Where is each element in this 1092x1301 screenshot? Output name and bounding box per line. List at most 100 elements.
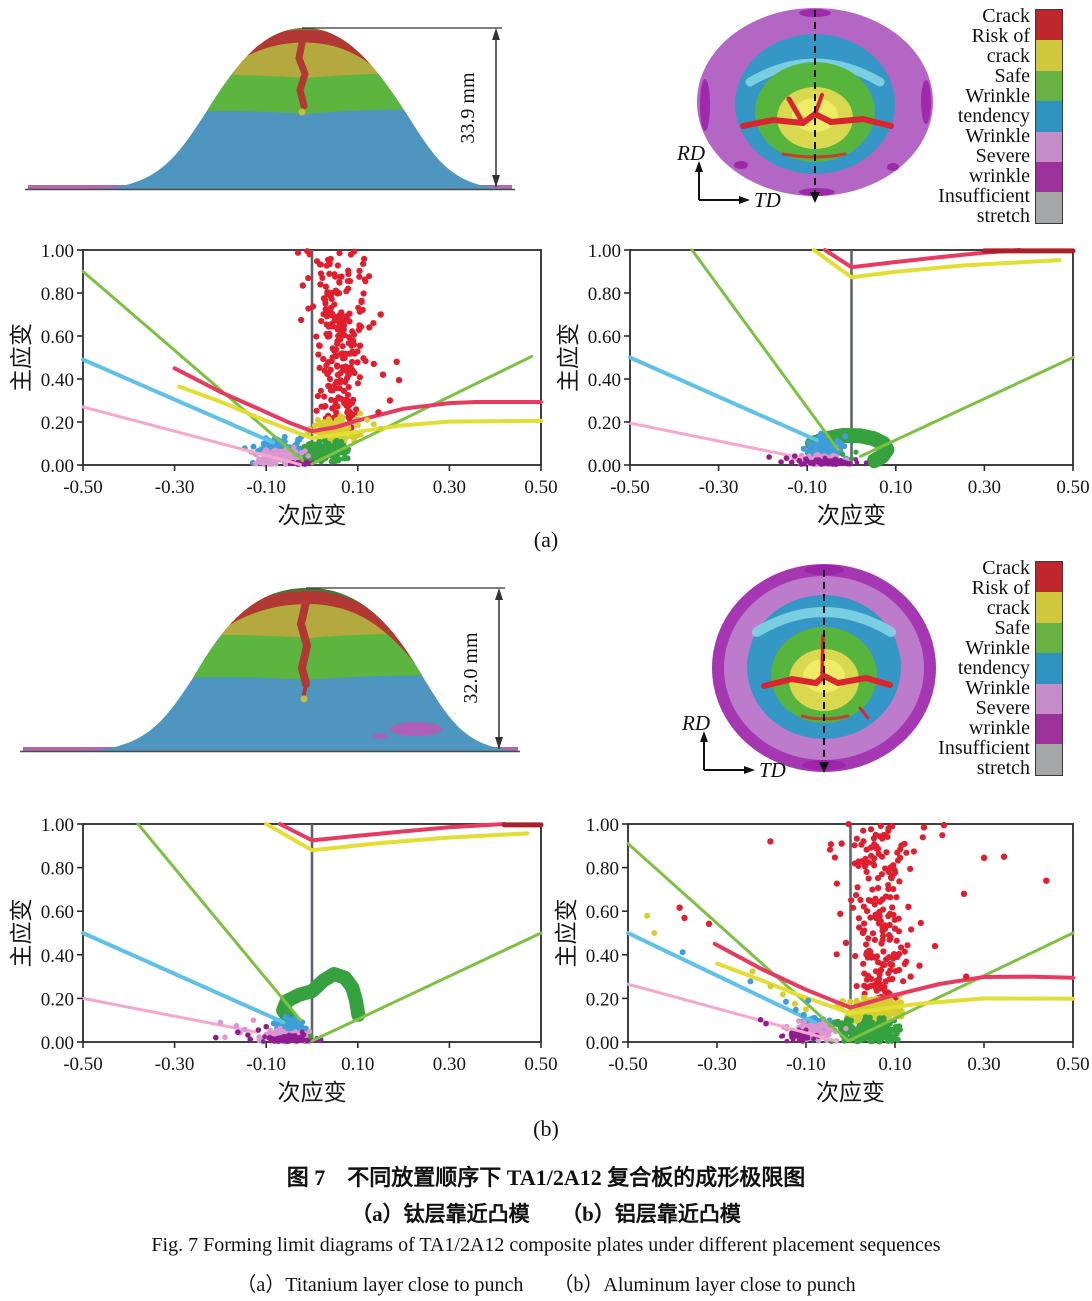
- x-tick-label: -0.10: [786, 1054, 826, 1075]
- height-dimension-a: [302, 27, 502, 187]
- safe-line-left: [136, 822, 302, 1022]
- y-tick-label: 0.20: [41, 413, 74, 434]
- y-tick-label: 0.40: [41, 946, 74, 967]
- x-tick-label: 0.10: [341, 477, 374, 498]
- wrinkle-tendency-line: [81, 931, 286, 1025]
- legend-swatch: [1036, 562, 1062, 593]
- y-tick-label: 1.00: [586, 815, 619, 836]
- y-tick-label: 0.40: [588, 370, 621, 391]
- arrow-up-icon: [495, 588, 503, 600]
- legend-swatch: [1036, 161, 1062, 193]
- legend-colorbar: [1035, 561, 1063, 776]
- arrow-up-icon: [700, 731, 708, 742]
- crack-line: [296, 598, 312, 688]
- legend-swatch: [1036, 744, 1062, 775]
- wrinkle-line: [81, 405, 302, 467]
- x-tick-label: -0.50: [63, 477, 103, 498]
- legend-label: Risk of crack: [971, 577, 1030, 619]
- flc-curve: [712, 941, 1075, 1010]
- y-tick-label: 1.00: [588, 241, 621, 262]
- risk-curve: [811, 248, 1062, 280]
- caption-sub-en: （a）Titanium layer close to punch （b）Alum…: [236, 1274, 856, 1296]
- y-tick-label: 0.80: [41, 859, 74, 880]
- scatter-cluster: [268, 437, 352, 466]
- y-tick-label: 1.00: [41, 241, 74, 262]
- y-tick-label: 0.00: [586, 1033, 619, 1054]
- risk-curve: [715, 961, 1075, 1016]
- legend-swatch: [1036, 192, 1062, 223]
- x-tick-label: 0.30: [433, 1054, 466, 1075]
- scatter-cluster: [798, 455, 869, 467]
- wrinkle-tendency-line: [628, 355, 819, 443]
- x-tick-label: -0.10: [787, 477, 827, 498]
- legend-label: Safe: [994, 617, 1030, 639]
- arrow-right-icon: [739, 196, 750, 204]
- scatter-points: [644, 912, 809, 1013]
- rd-label-b: RD: [681, 711, 710, 735]
- scatter-points: [766, 453, 809, 466]
- x-tick-label: 0.30: [433, 477, 466, 498]
- wrinkle-line: [626, 982, 839, 1043]
- rd-label-a: RD: [676, 141, 705, 165]
- y-tick-label: 0.80: [586, 859, 619, 880]
- wrinkle-line: [81, 996, 259, 1034]
- x-axis-label: 次应变: [278, 1080, 347, 1105]
- x-tick-label: 0.50: [1056, 477, 1089, 498]
- y-tick-label: 0.20: [588, 413, 621, 434]
- legend-a: Crack Risk of crack Safe Wrinkle tendency Wr…: [924, 6, 1063, 226]
- safe-line-left: [81, 270, 305, 463]
- y-axis-label: 主应变: [554, 899, 579, 968]
- safe-line-right: [858, 356, 1075, 458]
- legend-labels: Crack Risk of crack Safe Wrinkle tendency Wr…: [924, 6, 1030, 226]
- td-label-a: TD: [754, 188, 781, 212]
- y-tick-label: 1.00: [41, 815, 74, 836]
- scatter-points: [757, 1017, 769, 1027]
- x-tick-label: 0.10: [879, 477, 912, 498]
- arrow-right-icon: [744, 766, 755, 774]
- caption-title-en: Fig. 7 Forming limit diagrams of TA1/2A1…: [151, 1234, 941, 1256]
- scatter-points: [354, 410, 384, 432]
- y-tick-label: 0.00: [41, 1033, 74, 1054]
- legend-b: Crack Risk of crack Safe Wrinkle tendency Wr…: [924, 558, 1063, 778]
- x-tick-label: -0.10: [246, 1054, 286, 1075]
- x-axis-label: 次应变: [817, 503, 886, 528]
- y-tick-label: 0.60: [586, 902, 619, 923]
- fld-chart-b-right: -0.50 -0.30 -0.10 0.10 0.30 0.50 0.00 0.20 0.40 0…: [554, 815, 1090, 1105]
- safe-line-right: [310, 931, 543, 1043]
- y-tick-label: 0.20: [586, 989, 619, 1010]
- fld-chart-a-right: -0.50 -0.30 -0.10 0.10 0.30 0.50 0.00 0.20 0.40 0…: [556, 241, 1090, 528]
- legend-swatch: [1036, 101, 1062, 132]
- legend-swatch: [1036, 683, 1062, 714]
- panel-b-label: (b): [533, 1116, 559, 1141]
- dome-b-side-view: 32.0 mm: [20, 587, 523, 753]
- risk-curve: [264, 822, 530, 853]
- legend-labels: Crack Risk of crack Safe Wrinkle tendency Wr…: [924, 558, 1030, 778]
- height-dimension-b: [306, 587, 505, 749]
- x-axis-label: 次应变: [278, 503, 347, 528]
- legend-swatch: [1036, 10, 1062, 41]
- scatter-cluster: [294, 248, 377, 432]
- dome-b-top-view: RD TD: [681, 564, 936, 782]
- y-tick-label: 0.60: [41, 902, 74, 923]
- y-axis-label: 主应变: [9, 323, 34, 392]
- x-tick-label: -0.50: [608, 1054, 648, 1075]
- safe-line-right: [310, 354, 534, 466]
- scatter-points: [679, 949, 812, 1018]
- y-tick-label: 0.80: [41, 284, 74, 305]
- wrinkle-tendency-line: [626, 931, 817, 1025]
- flc-curve: [277, 822, 507, 843]
- panel-a-label: (a): [533, 527, 559, 552]
- x-tick-label: -0.10: [246, 477, 286, 498]
- wrinkle-tendency-line: [81, 357, 276, 445]
- arrow-down-icon: [819, 762, 829, 773]
- x-tick-label: -0.30: [155, 477, 195, 498]
- safe-line-right: [849, 931, 1075, 1042]
- x-tick-label: 0.50: [1056, 1054, 1089, 1075]
- y-tick-label: 0.60: [588, 327, 621, 348]
- legend-label: Risk of crack: [971, 25, 1030, 67]
- caption-title-zh: 图 7 不同放置顺序下 TA1/2A12 复合板的成形极限图: [286, 1165, 806, 1190]
- y-tick-label: 0.00: [588, 456, 621, 477]
- rd-td-axes-a: RD TD: [676, 141, 781, 212]
- scatter-points: [840, 449, 859, 462]
